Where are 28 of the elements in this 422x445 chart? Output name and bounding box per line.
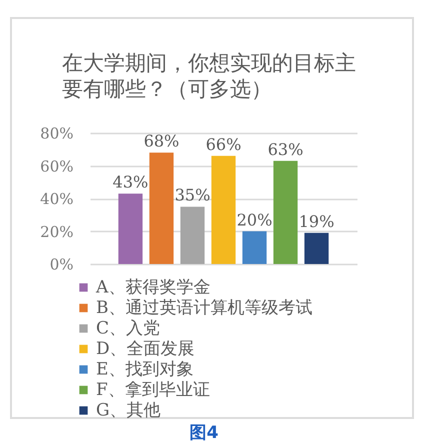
legend-label: F、拿到毕业证 xyxy=(96,380,210,400)
bar xyxy=(273,160,298,264)
caption: 图4 xyxy=(188,422,220,443)
data-label: 19% xyxy=(298,212,334,231)
legend-label: C、入党 xyxy=(96,318,160,338)
bar xyxy=(149,152,174,264)
legend-label: A、获得奖学金 xyxy=(95,278,210,298)
y-tick-label: 40% xyxy=(40,190,74,208)
bar xyxy=(242,231,267,264)
bar xyxy=(180,206,205,264)
data-label: 20% xyxy=(236,210,272,230)
legend-label: G、其他 xyxy=(96,400,161,420)
y-tick-label: 0% xyxy=(50,256,74,274)
data-label: 68% xyxy=(144,132,180,151)
y-tick-label: 20% xyxy=(40,222,74,241)
bar xyxy=(211,156,236,264)
data-label: 63% xyxy=(268,140,304,159)
data-label: 43% xyxy=(112,172,148,192)
y-tick-label: 80% xyxy=(40,124,74,142)
chart-title: 在大学期间，你想实现的目标主要有哪些？（可多选） xyxy=(62,51,356,101)
legend-label: D、全面发展 xyxy=(96,339,195,359)
bar xyxy=(304,232,329,264)
y-tick-label: 60% xyxy=(40,157,74,176)
data-label: 35% xyxy=(174,186,210,205)
data-label: 66% xyxy=(206,134,242,154)
legend-label: B、通过英语计算机等级考试 xyxy=(96,298,312,318)
legend-label: E、找到对象 xyxy=(96,360,194,380)
bar xyxy=(118,194,143,264)
